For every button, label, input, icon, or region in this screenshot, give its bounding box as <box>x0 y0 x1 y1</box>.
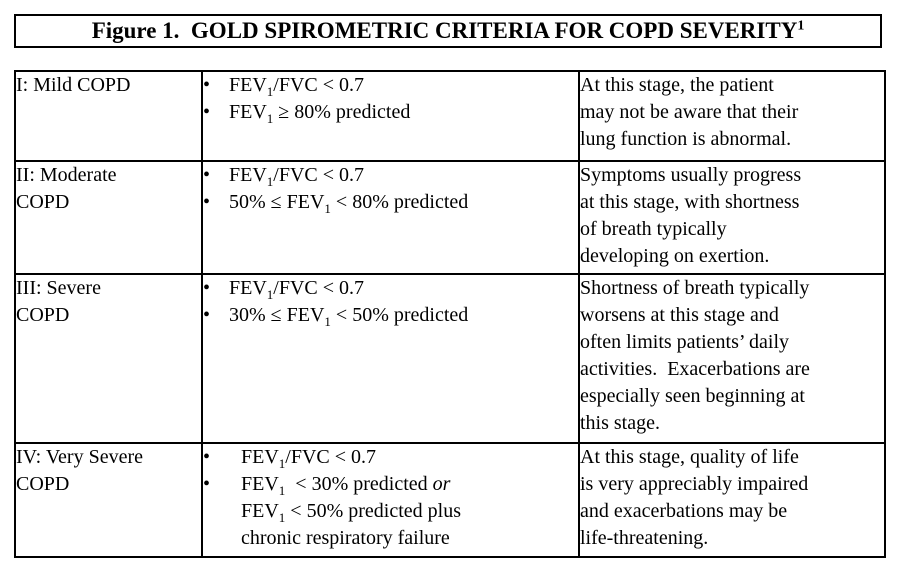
bullet-icon: • <box>203 446 211 468</box>
criteria-item: • 50% ≤ FEV1 < 80% predicted <box>203 189 577 216</box>
bullet-icon: • <box>203 164 211 186</box>
criteria-text: FEV1 < 30% predicted or FEV1 < 50% predic… <box>241 473 461 549</box>
criteria-cell-severe: • FEV1/FVC < 0.7 • 30% ≤ FEV1 < 50% pred… <box>201 273 580 444</box>
criteria-item: • FEV1/FVC < 0.7 <box>203 276 577 302</box>
criteria-cell-moderate: • FEV1/FVC < 0.7 • 50% ≤ FEV1 < 80% pred… <box>201 160 580 275</box>
criteria-item: • FEV1 ≥ 80% predicted <box>203 99 577 126</box>
figure-title-superscript: 1 <box>797 18 805 34</box>
stage-cell-mild: I: Mild COPD <box>14 70 203 162</box>
stage-cell-very-severe: IV: Very Severe COPD <box>14 442 203 558</box>
description-cell-severe: Shortness of breath typically worsens at… <box>578 273 886 444</box>
figure-title-box: Figure 1. GOLD SPIROMETRIC CRITERIA FOR … <box>14 14 882 48</box>
criteria-item: • FEV1/FVC < 0.7 <box>203 73 577 99</box>
criteria-cell-mild: • FEV1/FVC < 0.7 • FEV1 ≥ 80% predicted <box>201 70 580 162</box>
table-row-moderate: II: Moderate COPD • FEV1/FVC < 0.7 • 50%… <box>14 160 886 275</box>
criteria-item: • FEV1 < 30% predicted or FEV1 < 50% pred… <box>203 471 577 552</box>
bullet-icon: • <box>203 277 211 299</box>
description-cell-very-severe: At this stage, quality of life is very a… <box>578 442 886 558</box>
bullet-icon: • <box>203 473 211 495</box>
table-row-very-severe: IV: Very Severe COPD • FEV1/FVC < 0.7 • … <box>14 442 886 558</box>
criteria-text: FEV1/FVC < 0.7 <box>229 277 365 302</box>
criteria-text: 30% ≤ FEV1 < 50% predicted <box>229 304 469 329</box>
description-cell-mild: At this stage, the patient may not be aw… <box>578 70 886 162</box>
figure-title: Figure 1. GOLD SPIROMETRIC CRITERIA FOR … <box>91 18 798 43</box>
criteria-item: • FEV1/FVC < 0.7 <box>203 445 577 471</box>
bullet-icon: • <box>203 101 211 123</box>
criteria-cell-very-severe: • FEV1/FVC < 0.7 • FEV1 < 30% predicted … <box>201 442 580 558</box>
bullet-icon: • <box>203 74 211 96</box>
stage-cell-moderate: II: Moderate COPD <box>14 160 203 275</box>
table-row-mild: I: Mild COPD • FEV1/FVC < 0.7 • FEV1 ≥ 8… <box>14 70 886 162</box>
criteria-text: FEV1/FVC < 0.7 <box>229 74 365 99</box>
bullet-icon: • <box>203 191 211 213</box>
stage-cell-severe: III: Severe COPD <box>14 273 203 444</box>
description-cell-moderate: Symptoms usually progress at this stage,… <box>578 160 886 275</box>
criteria-text: FEV1 ≥ 80% predicted <box>229 101 411 126</box>
table-row-severe: III: Severe COPD • FEV1/FVC < 0.7 • 30% … <box>14 273 886 444</box>
criteria-item: • FEV1/FVC < 0.7 <box>203 163 577 189</box>
copd-severity-table: I: Mild COPD • FEV1/FVC < 0.7 • FEV1 ≥ 8… <box>14 70 886 558</box>
bullet-icon: • <box>203 304 211 326</box>
criteria-text: FEV1/FVC < 0.7 <box>241 446 377 471</box>
criteria-text: 50% ≤ FEV1 < 80% predicted <box>229 191 469 216</box>
criteria-text: FEV1/FVC < 0.7 <box>229 164 365 189</box>
criteria-item: • 30% ≤ FEV1 < 50% predicted <box>203 302 577 329</box>
